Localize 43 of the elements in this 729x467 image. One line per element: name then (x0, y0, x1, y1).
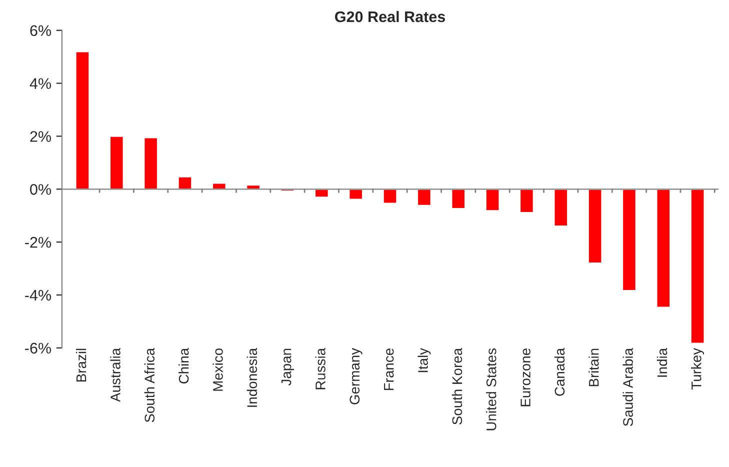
x-tick-label: Canada (554, 348, 565, 396)
x-tick-label: China (178, 348, 189, 384)
bar (588, 188, 603, 264)
x-tick-label: United States (486, 348, 496, 430)
bar (74, 50, 90, 190)
bar (690, 188, 706, 344)
bar (622, 188, 637, 292)
y-tick-label: -4% (25, 290, 52, 301)
x-tick-label: Turkey (691, 348, 704, 390)
y-tick-label: 2% (30, 131, 52, 142)
x-tick-label: Saudi Arabia (622, 348, 633, 426)
x-tick-label: Australia (110, 348, 120, 402)
x-tick-label: Indonesia (246, 348, 258, 407)
x-tick-label: Eurozone (520, 348, 530, 406)
x-tick-label: South Korea (452, 348, 462, 424)
bar (519, 188, 534, 214)
y-tick-label: 6% (30, 25, 52, 36)
y-tick-label: -6% (25, 342, 52, 354)
bar (143, 136, 158, 190)
x-tick-label: Mexico (212, 348, 223, 391)
x-tick-label: Russia (315, 348, 326, 390)
x-tick-label: Japan (282, 348, 294, 386)
x-tick-label: Britain (588, 348, 599, 386)
chart-title: G20 Real Rates (335, 10, 446, 22)
bar (109, 136, 124, 190)
x-tick-label: Germany (350, 348, 362, 404)
bar (246, 184, 261, 190)
x-tick-label: Italy (418, 348, 431, 372)
bar (177, 176, 193, 190)
y-tick-label: 0% (30, 184, 52, 195)
y-tick-label: 4% (30, 78, 52, 89)
bar (382, 188, 398, 204)
bar (485, 188, 500, 212)
y-tick-label: -2% (25, 236, 52, 248)
x-tick-label: France (384, 348, 394, 390)
x-tick-label: India (656, 348, 668, 377)
bar (553, 188, 568, 227)
x-tick-label: Brazil (76, 348, 86, 382)
bar (416, 188, 432, 206)
bar (348, 188, 364, 200)
x-tick-label: South Africa (144, 348, 155, 422)
bar (656, 188, 671, 308)
bar (450, 188, 466, 210)
